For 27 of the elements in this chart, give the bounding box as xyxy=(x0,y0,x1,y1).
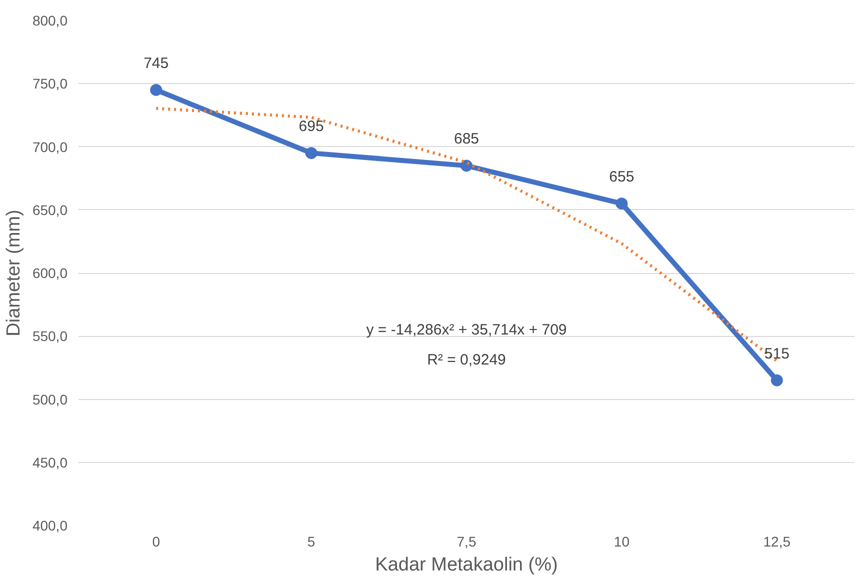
annotation: R² = 0,9249 xyxy=(427,352,506,369)
y-tick-label: 450,0 xyxy=(32,454,68,470)
y-tick-label: 550,0 xyxy=(32,328,68,344)
x-tick-label: 12,5 xyxy=(763,534,791,550)
x-tick-label: 10 xyxy=(614,534,630,550)
y-tick-label: 700,0 xyxy=(32,138,68,155)
data-label: 655 xyxy=(609,168,634,186)
y-tick-label: 400,0 xyxy=(32,518,68,534)
data-label: 745 xyxy=(144,54,169,72)
point xyxy=(770,374,783,386)
point xyxy=(460,160,472,172)
y-axis-title: Diameter (mm) xyxy=(3,210,24,336)
point xyxy=(616,198,628,210)
y-tick-label: 750,0 xyxy=(32,76,68,92)
point xyxy=(305,147,318,160)
y-tick-label: 600,0 xyxy=(32,265,68,281)
data-label: 685 xyxy=(454,130,480,148)
y-tick-label: 800,0 xyxy=(32,12,68,28)
x-tick-label: 7,5 xyxy=(456,534,476,550)
y-tick-label: 650,0 xyxy=(32,202,68,218)
x-tick-label: 5 xyxy=(307,534,316,550)
x-tick-label: 0 xyxy=(152,534,160,550)
data-label: 695 xyxy=(298,118,324,136)
annotation: y = -14,286x² + 35,714x + 709 xyxy=(366,322,567,339)
x-axis-title: Kadar Metakaolin (%) xyxy=(375,554,558,576)
y-tick-label: 500,0 xyxy=(32,391,68,408)
point xyxy=(150,84,162,96)
